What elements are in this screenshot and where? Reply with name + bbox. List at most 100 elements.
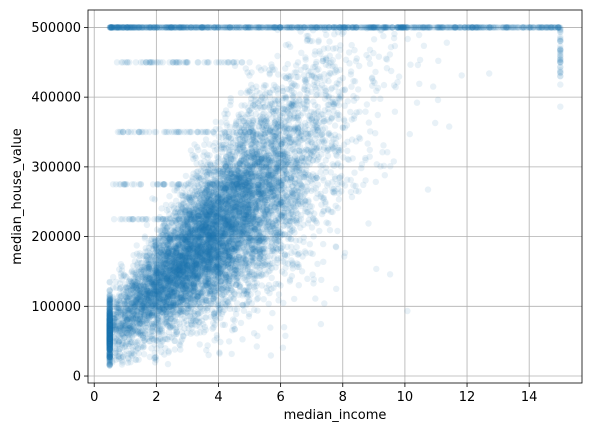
scatter-point: [256, 246, 263, 253]
scatter-point: [106, 335, 113, 342]
scatter-point: [251, 306, 258, 314]
scatter-point: [217, 191, 225, 199]
scatter-point: [240, 193, 247, 200]
scatter-point: [203, 282, 210, 289]
scatter-point: [298, 268, 306, 275]
scatter-point: [236, 169, 244, 176]
scatter-point: [180, 268, 187, 275]
scatter-point: [199, 224, 206, 231]
scatter-point: [248, 241, 255, 249]
scatter-point: [196, 204, 203, 211]
scatter-point: [143, 278, 150, 285]
scatter-point: [275, 155, 282, 162]
scatter-point: [252, 237, 259, 244]
scatter-point: [162, 286, 169, 293]
scatter-point: [215, 155, 222, 162]
scatter-point: [158, 284, 165, 291]
scatter-point: [138, 318, 145, 325]
scatter-point: [217, 250, 225, 258]
scatter-point: [127, 323, 134, 331]
scatter-point: [290, 146, 297, 153]
scatter-point: [136, 301, 144, 308]
scatter-point: [109, 319, 117, 327]
scatter-point: [189, 211, 196, 218]
scatter-point: [204, 342, 211, 349]
scatter-point: [199, 209, 206, 216]
scatter-point: [406, 130, 413, 138]
scatter-point: [269, 220, 276, 227]
scatter-point: [237, 188, 245, 195]
scatter-point: [292, 197, 299, 205]
scatter-point: [240, 151, 247, 158]
scatter-point: [177, 241, 184, 249]
scatter-point: [202, 184, 210, 191]
scatter-point: [177, 253, 184, 260]
scatter-point: [173, 187, 181, 194]
scatter-point: [287, 203, 295, 210]
scatter-point: [285, 207, 292, 215]
scatter-point: [170, 287, 178, 295]
scatter-point: [184, 256, 191, 263]
scatter-point: [212, 268, 219, 275]
scatter-point: [163, 303, 171, 310]
scatter-point: [243, 193, 250, 201]
scatter-point: [262, 187, 269, 195]
scatter-point: [179, 261, 186, 269]
scatter-point: [106, 323, 113, 330]
scatter-point: [231, 317, 238, 324]
scatter-point: [237, 319, 245, 327]
scatter-point: [245, 281, 252, 288]
scatter-point: [330, 162, 338, 169]
scatter-point: [381, 172, 388, 179]
scatter-point: [248, 190, 255, 197]
scatter-point: [236, 178, 243, 186]
scatter-point: [138, 305, 146, 313]
scatter-point: [215, 199, 222, 206]
scatter-point: [230, 196, 237, 203]
scatter-point: [119, 331, 126, 339]
scatter-point: [225, 253, 233, 260]
scatter-point: [236, 203, 243, 210]
scatter-point: [347, 68, 355, 75]
scatter-point: [188, 299, 195, 306]
scatter-point: [188, 267, 195, 275]
scatter-point: [220, 237, 227, 244]
scatter-point: [212, 164, 219, 172]
scatter-point: [306, 241, 313, 248]
scatter-point: [160, 272, 167, 279]
scatter-point: [192, 318, 200, 325]
scatter-point: [106, 340, 113, 347]
scatter-point: [231, 262, 239, 270]
scatter-point: [233, 203, 240, 210]
scatter-point: [227, 207, 234, 214]
scatter-point: [155, 271, 162, 278]
scatter-point: [204, 216, 211, 224]
scatter-point: [202, 210, 210, 217]
scatter-point: [183, 263, 191, 270]
scatter-point: [303, 187, 311, 195]
scatter-point: [232, 281, 240, 288]
scatter-point: [183, 268, 191, 275]
scatter-point: [326, 38, 333, 45]
scatter-point: [217, 214, 224, 221]
scatter-point: [254, 182, 262, 189]
scatter-point: [383, 56, 391, 63]
scatter-point: [177, 302, 185, 310]
scatter-point: [196, 233, 203, 240]
scatter-point: [213, 254, 221, 261]
scatter-point: [380, 142, 387, 149]
scatter-point: [255, 158, 262, 166]
scatter-point: [373, 265, 380, 273]
scatter-point: [106, 308, 113, 315]
scatter-point: [167, 281, 174, 288]
scatter-point: [182, 290, 189, 298]
scatter-point: [183, 215, 191, 223]
scatter-point: [282, 332, 289, 339]
scatter-point: [424, 186, 432, 193]
scatter-point: [211, 239, 218, 246]
scatter-point: [193, 225, 200, 233]
scatter-point: [198, 228, 206, 235]
scatter-point: [206, 227, 213, 234]
scatter-point: [148, 335, 155, 342]
scatter-point: [270, 172, 277, 180]
